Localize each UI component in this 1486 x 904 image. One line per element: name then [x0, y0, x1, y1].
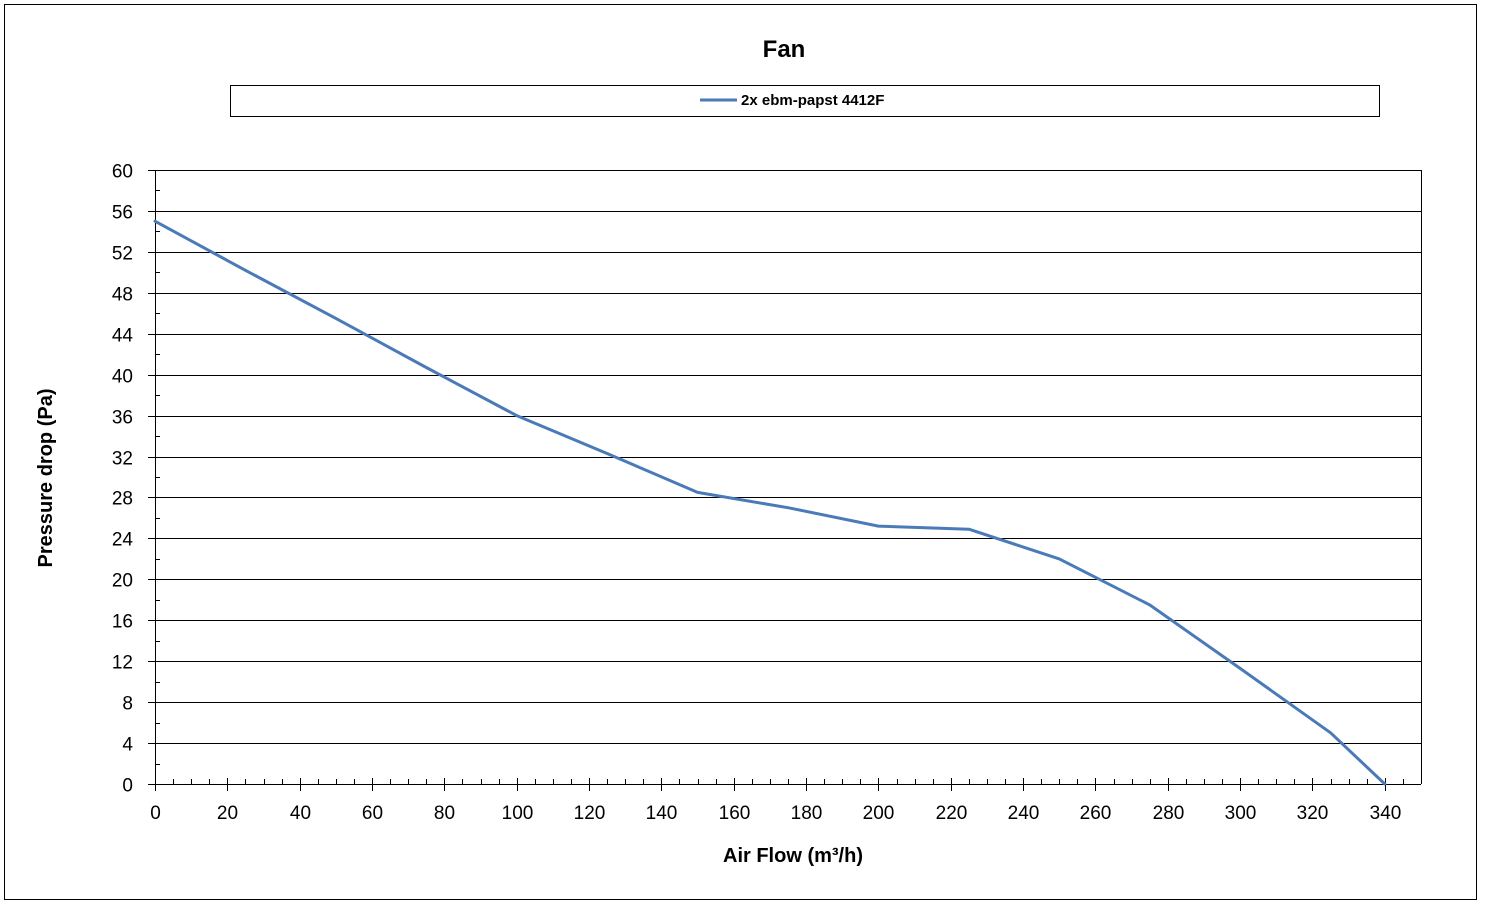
chart-title: Fan [763, 36, 806, 63]
y-tick-label: 56 [112, 203, 133, 224]
x-tick-label: 160 [719, 803, 751, 824]
x-tick-label: 120 [574, 803, 606, 824]
x-tick-label: 40 [290, 803, 311, 824]
x-tick-label: 80 [434, 803, 455, 824]
y-tick-label: 24 [112, 530, 134, 551]
legend-label: 2x ebm-papst 4412F [741, 92, 884, 109]
x-tick-label: 200 [863, 803, 895, 824]
y-tick-label: 4 [122, 735, 133, 756]
series-line [153, 219, 1387, 786]
y-tick-label: 60 [112, 162, 133, 183]
x-tick-label: 220 [936, 803, 968, 824]
y-tick-label: 16 [112, 612, 133, 633]
y-tick-label: 0 [122, 776, 133, 797]
x-tick-label: 60 [362, 803, 383, 824]
grid-lines [155, 170, 1421, 744]
axes [148, 170, 1422, 791]
series-lines [153, 219, 1387, 786]
x-tick-label: 280 [1153, 803, 1185, 824]
x-tick-label: 140 [646, 803, 678, 824]
y-tick-label: 44 [112, 326, 134, 347]
legend-box [230, 85, 1380, 117]
y-tick-label: 20 [112, 571, 133, 592]
legend: 2x ebm-papst 4412F [230, 85, 1380, 117]
x-tick-label: 340 [1370, 803, 1402, 824]
y-tick-label: 28 [112, 489, 133, 510]
x-tick-label: 20 [217, 803, 238, 824]
y-tick-label: 8 [122, 694, 133, 715]
x-tick-labels: 0 20 40 60 80 100 120 140 160 180 200 220 240 260 280 3… [150, 803, 1401, 824]
y-tick-label: 36 [112, 408, 133, 429]
x-tick-label: 300 [1225, 803, 1257, 824]
y-tick-label: 12 [112, 653, 133, 674]
y-tick-label: 32 [112, 449, 133, 470]
y-tick-label: 40 [112, 367, 133, 388]
chart-frame [4, 4, 1477, 900]
x-tick-label: 0 [150, 803, 161, 824]
y-tick-label: 48 [112, 285, 133, 306]
x-axis-title: Air Flow (m³/h) [723, 845, 863, 867]
x-tick-label: 320 [1297, 803, 1329, 824]
x-tick-label: 260 [1080, 803, 1112, 824]
y-axis-title: Pressure drop (Pa) [35, 389, 57, 568]
x-tick-label: 240 [1008, 803, 1040, 824]
y-tick-label: 52 [112, 244, 133, 265]
x-tick-label: 100 [502, 803, 534, 824]
x-tick-label: 180 [791, 803, 823, 824]
